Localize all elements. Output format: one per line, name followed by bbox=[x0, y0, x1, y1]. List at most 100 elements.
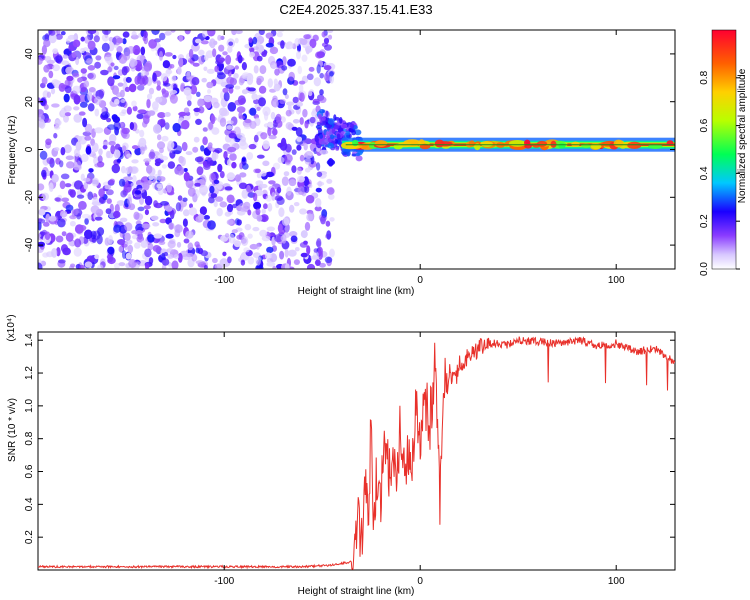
noise-blob bbox=[60, 173, 70, 180]
noise-blob bbox=[306, 245, 311, 255]
transition-blob bbox=[333, 124, 340, 130]
noise-blob bbox=[247, 256, 255, 265]
noise-blob bbox=[167, 240, 176, 249]
noise-blob bbox=[309, 38, 317, 49]
noise-blob bbox=[65, 37, 72, 43]
noise-blob bbox=[87, 30, 97, 35]
noise-blob bbox=[304, 185, 310, 194]
noise-blob bbox=[167, 161, 176, 169]
noise-blob bbox=[165, 233, 174, 239]
noise-blob bbox=[255, 243, 260, 250]
noise-blob bbox=[73, 180, 83, 190]
noise-blob bbox=[304, 221, 311, 231]
transition-blob bbox=[350, 123, 355, 129]
noise-blob bbox=[202, 127, 208, 132]
transition-blob bbox=[340, 123, 348, 129]
transition-blob bbox=[319, 134, 324, 139]
noise-blob bbox=[234, 65, 239, 70]
noise-blob bbox=[324, 44, 332, 51]
colorbar-tick-label: 0.4 bbox=[699, 166, 710, 180]
noise-blob bbox=[268, 134, 277, 140]
noise-blob bbox=[107, 66, 112, 73]
noise-blob bbox=[113, 224, 122, 233]
noise-blob bbox=[61, 197, 70, 203]
noise-blob bbox=[63, 93, 70, 103]
noise-blob bbox=[214, 65, 220, 73]
noise-blob bbox=[73, 164, 82, 171]
noise-blob bbox=[98, 148, 103, 156]
noise-blob bbox=[326, 230, 332, 240]
noise-blob bbox=[43, 64, 50, 73]
noise-blob bbox=[237, 54, 243, 64]
chart-title: C2E4.2025.337.15.41.E33 bbox=[279, 2, 432, 17]
noise-blob bbox=[112, 75, 121, 80]
noise-blob bbox=[265, 195, 272, 202]
noise-blob bbox=[124, 86, 130, 92]
noise-blob bbox=[226, 219, 234, 226]
noise-blob bbox=[217, 34, 222, 41]
noise-blob bbox=[320, 215, 326, 225]
noise-blob bbox=[192, 146, 199, 153]
noise-blob bbox=[97, 227, 105, 236]
noise-blob bbox=[303, 34, 311, 40]
snr-panel: -100 0 100 0.2 0.4 0.6 0.8 1.0 1.2 1.4 Height of… bbox=[6, 314, 676, 597]
snr-x-ticks: -100 0 100 bbox=[214, 332, 625, 587]
noise-blob bbox=[62, 247, 71, 256]
noise-blob bbox=[102, 144, 108, 150]
noise-blob bbox=[228, 233, 235, 244]
noise-blob bbox=[329, 248, 335, 258]
noise-blob bbox=[319, 89, 324, 96]
noise-blob bbox=[131, 100, 137, 107]
noise-blob bbox=[316, 162, 321, 171]
noise-blob bbox=[304, 167, 311, 173]
noise-blob bbox=[159, 32, 166, 41]
noise-blob bbox=[284, 94, 289, 100]
noise-blob bbox=[197, 213, 205, 221]
noise-blob bbox=[52, 64, 60, 72]
noise-blob bbox=[256, 106, 261, 111]
noise-blob bbox=[124, 232, 131, 241]
noise-blob bbox=[209, 38, 216, 49]
noise-blob bbox=[38, 241, 45, 248]
snr-y-ticks: 0.2 0.4 0.6 0.8 1.0 1.2 1.4 bbox=[24, 333, 675, 544]
noise-blob bbox=[141, 223, 151, 229]
noise-blob bbox=[135, 230, 143, 235]
noise-blob bbox=[228, 41, 234, 46]
noise-blob bbox=[131, 159, 139, 164]
noise-blob bbox=[127, 196, 132, 206]
x-tick-label: 100 bbox=[608, 576, 625, 587]
noise-blob bbox=[253, 65, 259, 74]
transition-blob bbox=[322, 109, 325, 114]
noise-blob bbox=[296, 167, 302, 175]
noise-blob bbox=[151, 30, 160, 36]
noise-blob bbox=[161, 135, 169, 142]
colorbar-tick-label: 0.2 bbox=[699, 214, 710, 228]
noise-blob bbox=[256, 55, 263, 62]
noise-blob bbox=[297, 65, 303, 75]
ridge-blob bbox=[352, 139, 359, 147]
noise-blob bbox=[152, 101, 159, 111]
noise-blob bbox=[188, 207, 197, 216]
noise-blob bbox=[124, 240, 129, 251]
noise-blob bbox=[246, 183, 254, 193]
noise-blob bbox=[319, 72, 325, 79]
noise-blob bbox=[213, 201, 218, 208]
noise-blob bbox=[214, 147, 223, 154]
noise-blob bbox=[66, 161, 75, 169]
noise-blob bbox=[72, 85, 81, 94]
noise-blob bbox=[105, 208, 112, 215]
noise-blob bbox=[114, 143, 121, 151]
noise-blob bbox=[184, 30, 191, 35]
transition-blob bbox=[330, 134, 335, 140]
noise-blob bbox=[164, 31, 172, 36]
noise-blob bbox=[219, 258, 229, 267]
transition-blob bbox=[345, 130, 351, 136]
noise-blob bbox=[270, 111, 276, 120]
noise-blob bbox=[316, 181, 325, 186]
noise-blob bbox=[199, 184, 208, 193]
noise-blob bbox=[195, 118, 202, 125]
noise-blob bbox=[167, 140, 175, 150]
noise-blob bbox=[189, 203, 193, 209]
noise-blob bbox=[229, 153, 237, 161]
noise-blob bbox=[174, 224, 183, 234]
